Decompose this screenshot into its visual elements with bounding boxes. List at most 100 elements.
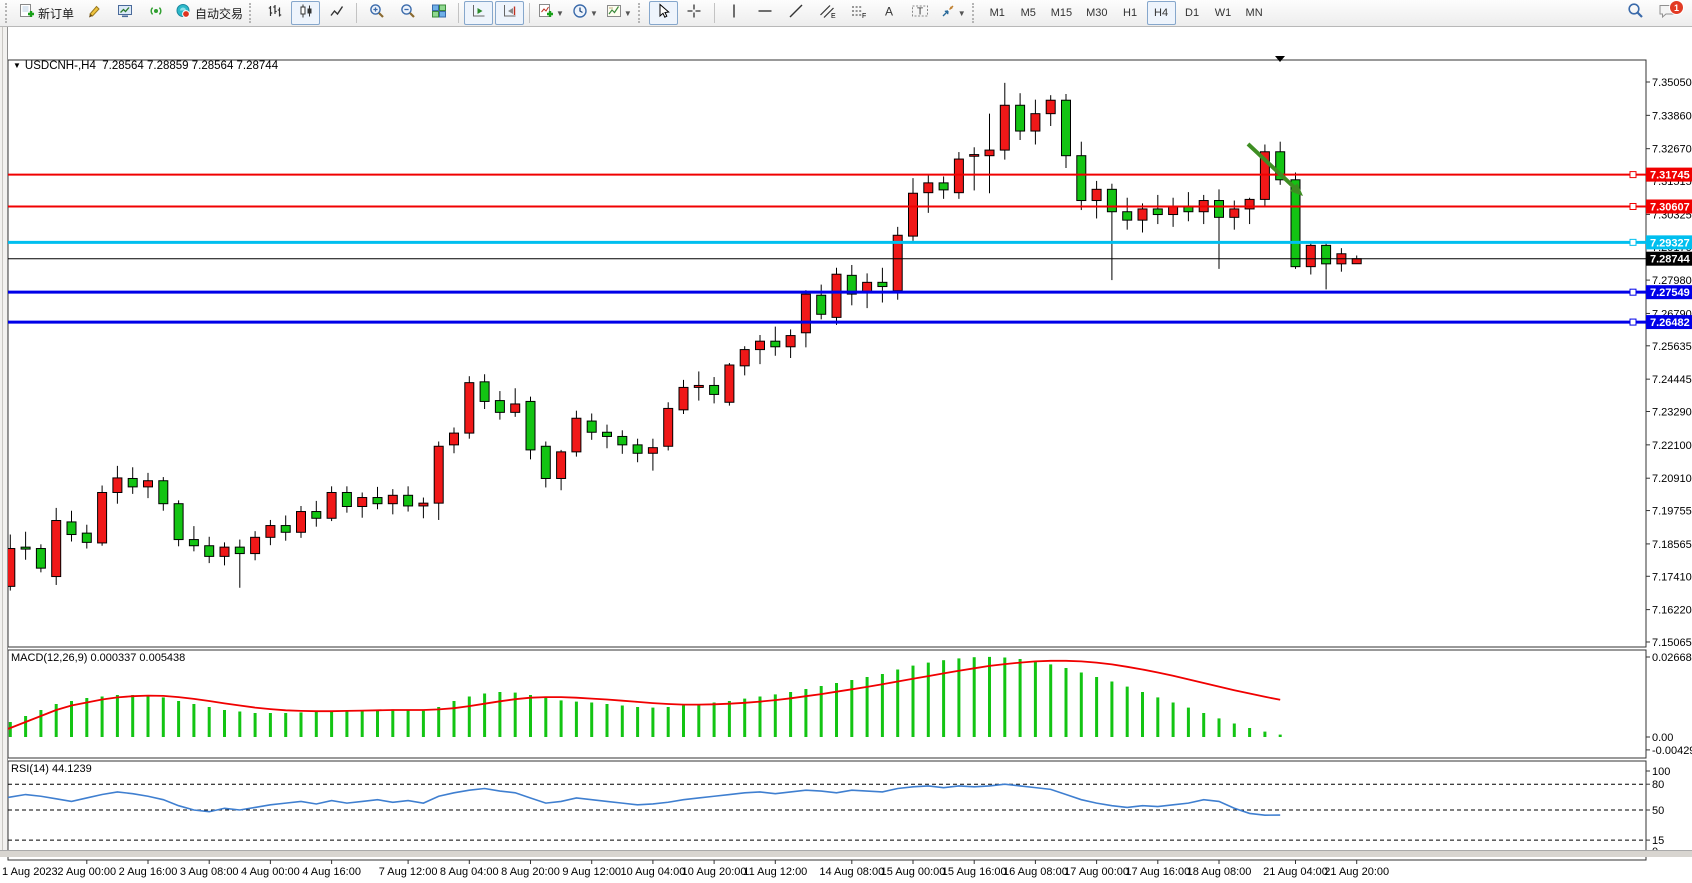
macd-bar xyxy=(1217,718,1221,737)
macd-bar xyxy=(314,711,318,737)
candle-body xyxy=(908,192,918,237)
macd-bar xyxy=(1141,692,1144,737)
line-chart-mode-button[interactable] xyxy=(322,1,351,25)
timeframe-d1-button[interactable]: D1 xyxy=(1185,7,1200,19)
macd-bar xyxy=(850,680,854,737)
notification-badge: 1 xyxy=(1669,0,1684,15)
terminal-button[interactable] xyxy=(110,1,139,25)
arrow-object[interactable] xyxy=(1246,142,1303,196)
indicators-button[interactable]: ▼ xyxy=(535,1,567,25)
macd-panel[interactable] xyxy=(7,649,1647,759)
styler-button[interactable] xyxy=(79,1,108,25)
macd-bar xyxy=(1033,661,1037,737)
tile-windows-button[interactable] xyxy=(424,1,453,25)
bar-chart-mode-button[interactable] xyxy=(260,1,289,25)
candle-body xyxy=(112,477,123,493)
horizontal-line-object[interactable] xyxy=(8,202,1646,210)
macd-bar xyxy=(1018,659,1022,737)
timeframe-m5-button[interactable]: M5 xyxy=(1020,7,1036,19)
timeframe-m30-button[interactable]: M30 xyxy=(1086,7,1108,19)
macd-bar xyxy=(299,712,303,737)
chart-shift-button[interactable] xyxy=(495,1,525,25)
macd-bar xyxy=(529,695,532,737)
candle-body xyxy=(984,149,995,157)
cursor-tool-button[interactable] xyxy=(648,1,678,25)
auto-trading-button[interactable]: 自动交易 xyxy=(172,1,246,25)
price-tick-label: 7.15065 xyxy=(1652,637,1692,649)
candle-body xyxy=(1015,104,1026,132)
line-handle[interactable] xyxy=(1629,202,1637,210)
notifications-button[interactable]: 1 xyxy=(1652,0,1684,25)
timeframe-mn-button[interactable]: MN xyxy=(1245,7,1263,19)
candle-body xyxy=(1106,188,1117,213)
equidistant-channel-tool-button[interactable]: E xyxy=(813,1,842,25)
candlestick-mode-button[interactable] xyxy=(291,1,321,25)
timeframe-m1-button[interactable]: M1 xyxy=(989,7,1005,19)
line-handle[interactable] xyxy=(1629,288,1637,296)
candle-body xyxy=(724,364,735,403)
macd-bar xyxy=(1171,702,1175,737)
line-handle[interactable] xyxy=(1629,318,1637,326)
horizontal-line-object[interactable] xyxy=(8,288,1646,296)
chart-shift-marker[interactable] xyxy=(1275,56,1285,62)
timeframe-m15-button[interactable]: M15 xyxy=(1050,7,1073,19)
candle-body xyxy=(938,182,949,191)
horizontal-line-object[interactable] xyxy=(8,318,1646,326)
date-tick-label: 2 Aug 16:00 xyxy=(119,866,178,878)
horizontal-line-tool-button[interactable] xyxy=(751,1,780,25)
macd-bar xyxy=(666,707,670,737)
zoom-in-button[interactable] xyxy=(362,1,391,25)
candle-body xyxy=(647,447,658,454)
macd-bar xyxy=(620,705,624,737)
crosshair-tool-button[interactable] xyxy=(680,1,709,25)
chart-canvas[interactable]: 7.350507.338607.326707.315157.303257.291… xyxy=(0,54,1692,883)
zoom-out-button[interactable] xyxy=(393,1,422,25)
line-handle[interactable] xyxy=(1629,238,1637,246)
macd-bar xyxy=(1095,677,1099,737)
candle-body xyxy=(311,511,322,519)
macd-bar xyxy=(544,698,548,737)
signals-button[interactable] xyxy=(141,1,170,25)
new-order-button[interactable]: 新订单 xyxy=(16,1,77,25)
arrows-tool-button[interactable]: ▼ xyxy=(937,1,969,25)
toolbar-separator xyxy=(356,3,358,23)
templates-button[interactable]: ▼ xyxy=(603,1,635,25)
svg-text:7.28744: 7.28744 xyxy=(1650,254,1691,266)
text-tool-button[interactable]: A xyxy=(875,1,904,25)
main-panel[interactable] xyxy=(7,59,1647,648)
horizontal-line-object[interactable] xyxy=(8,171,1646,179)
price-axis[interactable]: 7.350507.338607.326707.315157.303257.291… xyxy=(1646,77,1692,858)
periods-button[interactable]: ▼ xyxy=(569,1,601,25)
timeframe-h1-button[interactable]: H1 xyxy=(1123,7,1138,19)
timeframe-buttons: M1 M5 M15 M30 H1 H4 D1 W1 MN xyxy=(982,1,1270,25)
text-label-tool-button[interactable]: T xyxy=(906,1,935,25)
macd-bar xyxy=(1263,731,1267,737)
macd-scale-label: -0.004299 xyxy=(1652,745,1692,757)
trendline-tool-button[interactable] xyxy=(782,1,811,25)
line-handle[interactable] xyxy=(1629,171,1637,179)
candle-body xyxy=(923,182,934,194)
search-button[interactable] xyxy=(1621,1,1650,25)
svg-text:T: T xyxy=(917,6,923,17)
arrows-icon xyxy=(940,3,956,24)
candle-body xyxy=(1275,151,1286,181)
date-tick-label: 2 Aug 00:00 xyxy=(57,866,116,878)
symbol-period-label: USDCNH-,H4 xyxy=(24,60,96,72)
auto-trading-label: 自动交易 xyxy=(195,6,244,21)
candle-body xyxy=(357,497,368,508)
candle-body xyxy=(693,384,704,388)
candle-body xyxy=(877,281,888,288)
date-axis[interactable]: 1 Aug 2023 2 Aug 00:00 2 Aug 16:00 3 Aug 08… xyxy=(0,860,1389,878)
candle-body xyxy=(969,154,980,157)
vertical-line-tool-button[interactable] xyxy=(720,1,749,25)
timeframe-h4-button[interactable]: H4 xyxy=(1146,1,1176,25)
price-tick-label: 7.19755 xyxy=(1652,506,1692,518)
fibonacci-tool-button[interactable]: F xyxy=(844,1,873,25)
macd-bar xyxy=(712,702,716,737)
horizontal-line-object[interactable] xyxy=(8,238,1646,246)
date-tick-label: 18 Aug 08:00 xyxy=(1187,866,1252,878)
candle-body xyxy=(1152,208,1163,216)
timeframe-w1-button[interactable]: W1 xyxy=(1214,7,1232,19)
auto-scroll-button[interactable] xyxy=(464,1,494,25)
candle-body xyxy=(143,480,153,488)
